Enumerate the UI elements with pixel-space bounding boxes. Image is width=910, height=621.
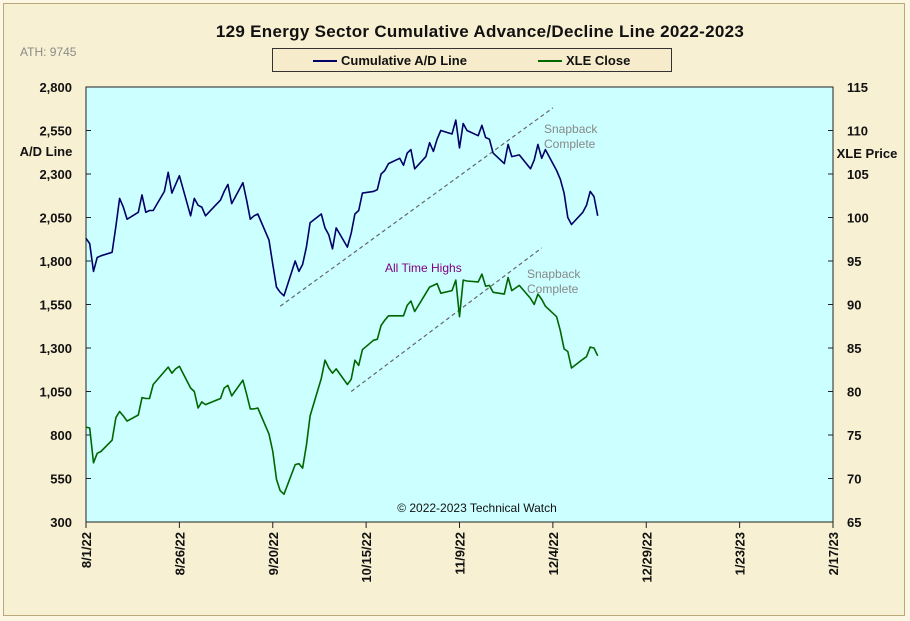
x-tick-label: 10/15/22 <box>359 532 374 583</box>
legend-label-xle: XLE Close <box>566 53 631 68</box>
legend-item-xle: XLE Close <box>538 53 630 68</box>
y-left-tick-label: 1,550 <box>39 298 72 313</box>
y-left-tick-label: 2,050 <box>39 211 72 226</box>
x-tick-label: 11/9/22 <box>453 532 468 575</box>
chart-title: 129 Energy Sector Cumulative Advance/Dec… <box>215 22 745 41</box>
y-right-tick-label: 100 <box>847 211 869 226</box>
y-right-tick-label: 65 <box>847 515 861 530</box>
x-tick-label: 12/4/22 <box>546 532 561 575</box>
y-right-tick-label: 80 <box>847 385 861 400</box>
annotation-snapback-3-line-1: Snapback <box>527 267 581 281</box>
y-left-tick-label: 2,800 <box>39 80 72 95</box>
y-right-axis-title: XLE Price <box>837 146 898 161</box>
y-left-tick-label: 300 <box>50 515 72 530</box>
x-tick-label: 9/20/22 <box>266 532 281 575</box>
y-right-tick-label: 105 <box>847 167 869 182</box>
trend-line-1 <box>279 107 554 307</box>
y-left-tick-label: 2,300 <box>39 167 72 182</box>
legend: Cumulative A/D Line XLE Close <box>272 48 672 72</box>
y-right-tick-label: 90 <box>847 298 861 313</box>
y-left-tick-label: 800 <box>50 428 72 443</box>
y-right-tick-label: 110 <box>847 124 868 139</box>
legend-label-ad-line: Cumulative A/D Line <box>341 53 467 68</box>
y-left-tick-label: 550 <box>50 472 72 487</box>
y-left-axis-title: A/D Line <box>20 144 73 159</box>
legend-item-ad-line: Cumulative A/D Line <box>313 53 467 68</box>
y-right-tick-label: 75 <box>847 428 861 443</box>
plot-area <box>85 86 834 523</box>
copyright-credit: © 2022-2023 Technical Watch <box>397 501 557 515</box>
annotation-snapback-1-line-2: Complete <box>544 137 596 151</box>
x-tick-label: 1/23/23 <box>733 532 748 575</box>
x-tick-label: 8/1/22 <box>79 532 94 568</box>
legend-swatch-ad-line <box>313 59 337 62</box>
y-left-tick-label: 2,550 <box>39 124 72 139</box>
trend-line-2 <box>350 247 543 392</box>
xle-close-series <box>85 273 599 496</box>
x-tick-label: 2/17/23 <box>826 532 841 575</box>
y-left-tick-label: 1,300 <box>39 341 72 356</box>
y-left-tick-label: 1,800 <box>39 254 72 269</box>
annotation-snapback-1-line-1: Snapback <box>544 122 598 136</box>
x-tick-label: 12/29/22 <box>639 532 654 583</box>
annotation-all-time-highs: All Time Highs <box>385 261 462 275</box>
annotation-snapback-3-line-2: Complete <box>527 282 579 296</box>
y-right-tick-label: 70 <box>847 472 861 487</box>
x-tick-label: 8/26/22 <box>172 532 187 575</box>
y-right-tick-label: 115 <box>847 80 868 95</box>
ad-line-series <box>85 119 599 297</box>
legend-swatch-xle <box>538 59 562 62</box>
ath-label: ATH: 9745 <box>20 45 77 59</box>
y-right-tick-label: 85 <box>847 341 861 356</box>
y-right-tick-label: 95 <box>847 254 861 269</box>
y-left-tick-label: 1,050 <box>39 385 72 400</box>
